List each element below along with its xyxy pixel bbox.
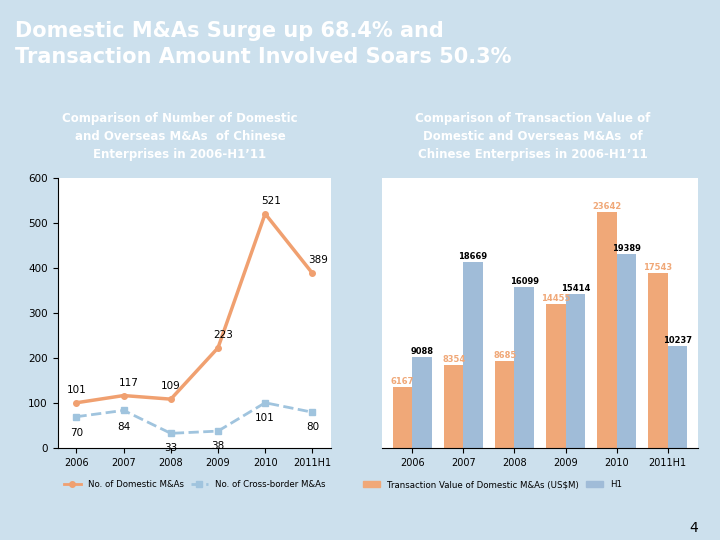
Bar	[495, 361, 515, 448]
Text: Comparison of Transaction Value of
Domestic and Overseas M&As  of
Chinese Enterp: Comparison of Transaction Value of Domes…	[415, 112, 650, 161]
Text: 38: 38	[212, 441, 225, 451]
Text: 19389: 19389	[612, 244, 641, 253]
Text: Domestic M&As Surge up 68.4% and
Transaction Amount Involved Soars 50.3%: Domestic M&As Surge up 68.4% and Transac…	[15, 21, 512, 68]
Bar	[413, 357, 432, 448]
Text: 17543: 17543	[644, 263, 672, 272]
Text: 15414: 15414	[561, 284, 590, 293]
Bar	[597, 212, 616, 448]
Text: 101: 101	[66, 385, 86, 395]
Bar	[464, 261, 483, 448]
Text: 80: 80	[306, 422, 319, 432]
Text: 101: 101	[256, 413, 275, 423]
Legend: No. of Domestic M&As, No. of Cross-border M&As: No. of Domestic M&As, No. of Cross-borde…	[60, 477, 328, 492]
Bar	[393, 387, 413, 448]
Text: 389: 389	[308, 255, 328, 266]
Bar	[648, 273, 667, 448]
Text: 117: 117	[120, 378, 139, 388]
Bar	[667, 346, 687, 448]
Text: 14455: 14455	[541, 294, 570, 302]
Text: 8685: 8685	[493, 352, 516, 360]
Text: 23642: 23642	[593, 202, 621, 211]
Legend: Transaction Value of Domestic M&As (US$M), H1: Transaction Value of Domestic M&As (US$M…	[359, 477, 626, 492]
Text: 84: 84	[117, 422, 130, 432]
Text: 70: 70	[70, 428, 83, 438]
Text: 10237: 10237	[663, 336, 692, 345]
Bar	[616, 254, 636, 448]
Text: 4: 4	[690, 521, 698, 535]
Bar	[565, 294, 585, 448]
Bar	[546, 303, 565, 448]
Text: 16099: 16099	[510, 277, 539, 286]
Text: 109: 109	[161, 381, 181, 391]
Bar	[515, 287, 534, 448]
Text: Comparison of Number of Domestic
and Overseas M&As  of Chinese
Enterprises in 20: Comparison of Number of Domestic and Ove…	[62, 112, 298, 161]
Text: 6167: 6167	[391, 376, 414, 386]
Text: 223: 223	[214, 330, 233, 340]
Bar	[444, 364, 464, 448]
Text: 521: 521	[261, 196, 281, 206]
Text: 18669: 18669	[459, 252, 487, 260]
Text: 33: 33	[164, 443, 177, 454]
Text: 8354: 8354	[442, 355, 465, 363]
Text: 9088: 9088	[410, 347, 433, 356]
